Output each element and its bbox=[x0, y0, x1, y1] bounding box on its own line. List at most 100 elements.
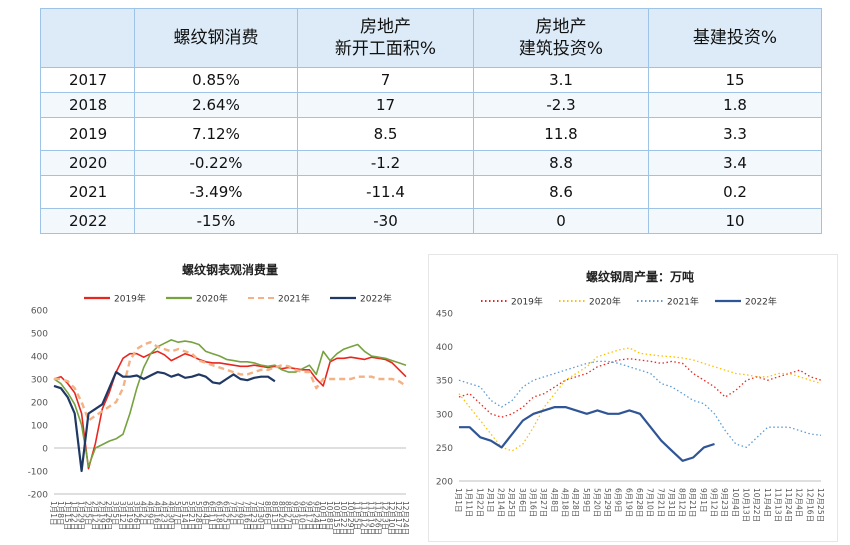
series-line-2021年 bbox=[54, 340, 407, 422]
x-tick-label: 11月26日 bbox=[373, 501, 382, 535]
new-start-area-cell: 8.5 bbox=[297, 117, 474, 151]
x-tick-label: 9月12日 bbox=[710, 488, 719, 517]
x-tick-label: 4月9日 bbox=[146, 501, 155, 526]
x-tick-label: 8月6日 bbox=[263, 501, 272, 526]
x-tick-label: 3月19日 bbox=[125, 501, 134, 530]
y-tick-label: 300 bbox=[436, 410, 453, 420]
x-tick-label: 5月21日 bbox=[187, 501, 196, 530]
year-cell: 2019 bbox=[40, 117, 135, 151]
year-cell: 2018 bbox=[40, 92, 135, 118]
x-tick-label: 3月6日 bbox=[518, 488, 527, 513]
new-start-area-cell: -11.4 bbox=[297, 175, 474, 209]
x-tick-label: 5月29日 bbox=[603, 488, 612, 517]
series-line-2019年 bbox=[458, 358, 822, 418]
year-cell: 2017 bbox=[40, 67, 135, 93]
new-start-area-cell: 17 bbox=[297, 92, 474, 118]
header-cell-rebar-consumption: 螺纹钢消费 bbox=[134, 8, 298, 68]
rebar-consumption-cell: 7.12% bbox=[134, 117, 298, 151]
x-tick-label: 7月30日 bbox=[256, 501, 265, 530]
new-start-area-cell: 7 bbox=[297, 67, 474, 93]
y-tick-label: 350 bbox=[436, 377, 453, 387]
x-tick-label: 4月2日 bbox=[139, 501, 148, 526]
x-tick-label: 6月9日 bbox=[614, 488, 623, 513]
x-tick-label: 1月11日 bbox=[465, 488, 474, 517]
x-tick-label: 9月23日 bbox=[720, 488, 729, 517]
x-tick-label: 2月26日 bbox=[104, 501, 113, 530]
rebar-consumption-cell: -3.49% bbox=[134, 175, 298, 209]
x-tick-label: 2月1日 bbox=[486, 488, 495, 513]
rebar-consumption-cell: 2.64% bbox=[134, 92, 298, 118]
infrastructure-investment-cell: 15 bbox=[648, 67, 822, 93]
apparent-consumption-chart-panel: 螺纹钢表观消费量 -200 -100 0 100 200 300 400 500 600 1月1日 1… bbox=[14, 254, 424, 540]
x-tick-label: 1月29日 bbox=[77, 501, 86, 530]
y-tick-label: 200 bbox=[436, 478, 453, 488]
y-tick-label: 500 bbox=[31, 330, 48, 340]
legend-label: 2019年 bbox=[114, 293, 146, 305]
x-tick-label: 3月26日 bbox=[132, 501, 141, 530]
header-label: 房地产 建筑投资% bbox=[518, 17, 604, 59]
x-tick-label: 1月1日 bbox=[49, 501, 58, 526]
y-tick-label: 400 bbox=[31, 353, 48, 363]
construction-investment-cell: 3.1 bbox=[473, 67, 649, 93]
x-tick-label: 12月25日 bbox=[816, 488, 825, 522]
x-tick-label: 4月18日 bbox=[560, 488, 569, 517]
series-line-2022年 bbox=[459, 406, 715, 462]
table-row: 2021 -3.49% -11.4 8.6 0.2 bbox=[40, 175, 822, 209]
series-line-2020年 bbox=[458, 347, 822, 452]
x-tick-label: 10月1日 bbox=[318, 501, 327, 530]
chart-title: 螺纹钢周产量：万吨 bbox=[586, 269, 694, 284]
infrastructure-investment-cell: 3.4 bbox=[648, 150, 822, 176]
legend-label: 2020年 bbox=[589, 296, 621, 308]
x-tick-label: 7月9日 bbox=[235, 501, 244, 526]
chart-title: 螺纹钢表观消费量 bbox=[182, 262, 278, 277]
x-tick-label: 2月5日 bbox=[84, 501, 93, 526]
year-cell: 2021 bbox=[40, 175, 135, 209]
x-tick-label: 10月13日 bbox=[741, 488, 750, 522]
table-row: 2019 7.12% 8.5 11.8 3.3 bbox=[40, 117, 822, 151]
table-row: 2022 -15% -30 0 10 bbox=[40, 208, 822, 234]
x-tick-label: 6月28日 bbox=[635, 488, 644, 517]
x-tick-label: 11月5日 bbox=[353, 501, 362, 530]
x-tick-label: 3月5日 bbox=[111, 501, 120, 526]
infrastructure-investment-cell: 1.8 bbox=[648, 92, 822, 118]
series-line-2022年 bbox=[53, 370, 276, 473]
steel-stats-table: 螺纹钢消费 房地产 新开工面积% 房地产 建筑投资% 基建投资% 2017 0.85… bbox=[40, 8, 822, 234]
x-tick-label: 10月29日 bbox=[346, 501, 355, 535]
construction-investment-cell: -2.3 bbox=[473, 92, 649, 118]
legend-label: 2021年 bbox=[278, 293, 310, 305]
rebar-consumption-cell: 0.85% bbox=[134, 67, 298, 93]
x-tick-label: 4月16日 bbox=[153, 501, 162, 530]
x-tick-label: 3月27日 bbox=[539, 488, 548, 517]
y-tick-label: 200 bbox=[31, 399, 48, 409]
y-tick-label: 300 bbox=[31, 376, 48, 386]
new-start-area-cell: -1.2 bbox=[297, 150, 474, 176]
x-tick-label: 8月20日 bbox=[277, 501, 286, 530]
x-tick-label: 3月16日 bbox=[529, 488, 538, 517]
infrastructure-investment-cell: 3.3 bbox=[648, 117, 822, 151]
x-tick-label: 7月10日 bbox=[646, 488, 655, 517]
y-tick-label: 100 bbox=[31, 422, 48, 432]
x-tick-label: 10月22日 bbox=[339, 501, 348, 535]
x-tick-label: 5月28日 bbox=[194, 501, 203, 530]
x-tick-label: 8月27日 bbox=[284, 501, 293, 530]
table-header-row: 螺纹钢消费 房地产 新开工面积% 房地产 建筑投资% 基建投资% bbox=[40, 8, 822, 68]
x-tick-label: 7月2日 bbox=[228, 501, 237, 526]
construction-investment-cell: 11.8 bbox=[473, 117, 649, 151]
apparent-consumption-chart: 螺纹钢表观消费量-200-10001002003004005006001月1日1… bbox=[28, 262, 410, 535]
year-cell: 2020 bbox=[40, 150, 135, 176]
weekly-output-chart: 螺纹钢周产量：万吨 200 250 300 350 400 450 1月1日 1月11日 1月22… bbox=[436, 269, 825, 522]
x-tick-label: 10月22日 bbox=[752, 488, 761, 522]
x-tick-label: 5月20日 bbox=[592, 488, 601, 517]
construction-investment-cell: 8.6 bbox=[473, 175, 649, 209]
x-tick-label: 12月24日 bbox=[401, 501, 410, 535]
rebar-consumption-cell: -0.22% bbox=[134, 150, 298, 176]
x-tick-label: 2月25日 bbox=[507, 488, 516, 517]
x-tick-label: 7月23日 bbox=[249, 501, 258, 530]
series-line-2019年 bbox=[53, 350, 407, 470]
x-tick-label: 9月24日 bbox=[311, 501, 320, 530]
table-row: 2018 2.64% 17 -2.3 1.8 bbox=[40, 92, 822, 118]
x-tick-label: 8月21日 bbox=[688, 488, 697, 517]
y-tick-label: 600 bbox=[31, 307, 48, 317]
table-row: 2020 -0.22% -1.2 8.8 3.4 bbox=[40, 150, 822, 176]
rebar-consumption-cell: -15% bbox=[134, 208, 298, 234]
